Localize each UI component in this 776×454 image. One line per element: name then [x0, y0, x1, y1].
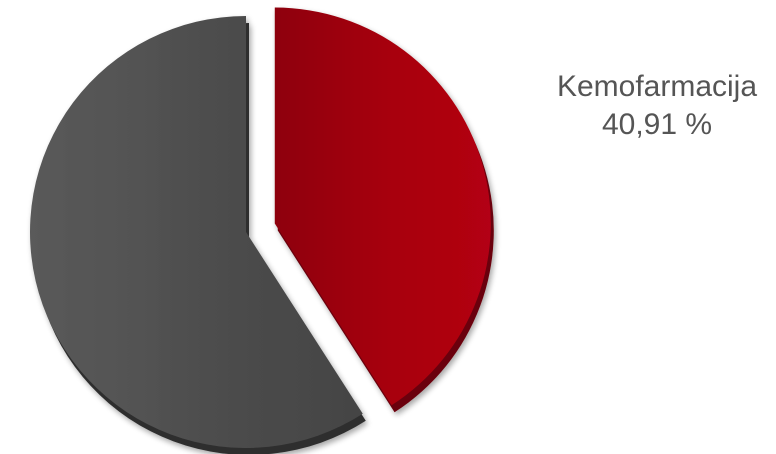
slice-label-value: 40,91 %	[601, 108, 713, 141]
slice-label-name: Kemofarmacija	[556, 70, 758, 103]
pie-slice-other-1	[30, 16, 366, 454]
pie-slice-face	[274, 7, 491, 406]
pie-slice-kemofarmacija	[274, 7, 494, 413]
slice-label-kemofarmacija: Kemofarmacija 40,91 %	[538, 68, 776, 144]
pie-slice-face	[30, 16, 363, 448]
